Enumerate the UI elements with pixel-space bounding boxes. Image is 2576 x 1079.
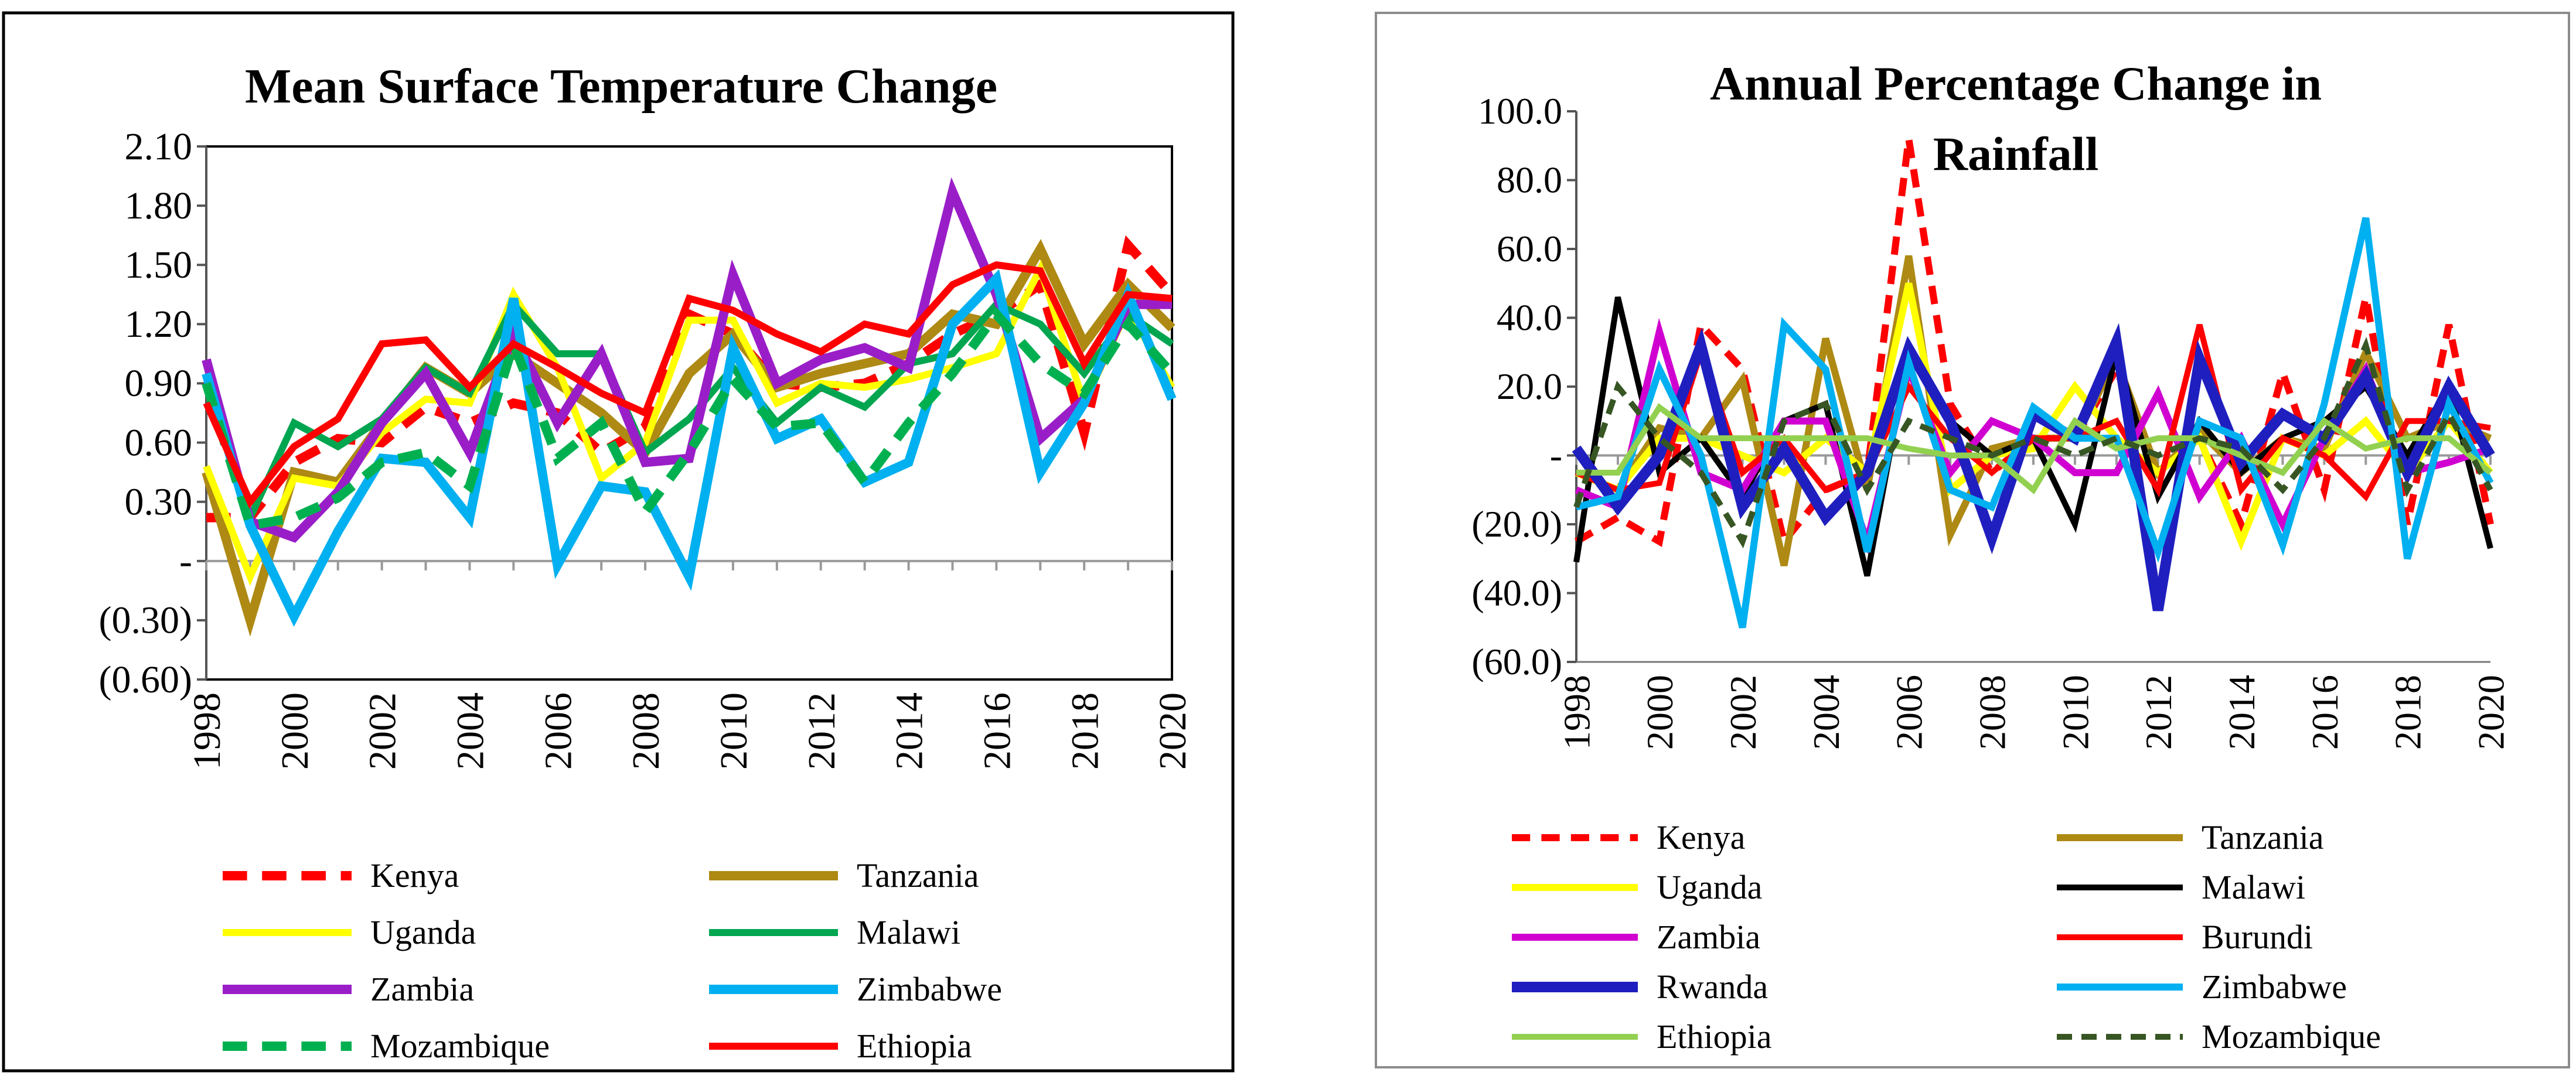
legend-label-tanzania: Tanzania [857,856,979,894]
temperature-chart-panel: Mean Surface Temperature Change 2.10 1.80 1… [0,0,1242,1079]
x-tick-label: 2002 [362,692,404,770]
x-tick-label: 2010 [2054,675,2096,750]
x-tick-label: 2020 [1151,692,1194,770]
legend-label-zimbabwe: Zimbabwe [2202,968,2347,1006]
rainfall-chart-panel: Annual Percentage Change in Rainfall 100.0… [1371,0,2576,1079]
x-tick-label: 2018 [2387,675,2429,750]
legend-label-mozambique: Mozambique [370,1027,550,1065]
x-tick-label: 2016 [2304,675,2346,750]
legend-label-zambia: Zambia [1657,918,1760,956]
x-tick-label: 2020 [2470,675,2512,750]
y-tick-label: 100.0 [1478,90,1562,132]
chart-frame [2,11,1235,1073]
legend-label-ethiopia: Ethiopia [857,1027,972,1065]
y-tick-label: - [1550,435,1562,476]
series-line-zimbabwe [202,269,1177,627]
y-tick-label: 0.90 [125,362,193,405]
y-tick-label: 80.0 [1497,159,1562,201]
legend-label-mozambique: Mozambique [2202,1017,2381,1056]
y-tick-label: 0.30 [125,480,193,523]
x-tick-label: 2016 [976,692,1018,770]
y-tick-label: 1.80 [125,185,193,227]
rainfall-chart: Annual Percentage Change in Rainfall 100.0… [1375,12,2570,1068]
y-tick-label: (60.0) [1471,641,1562,682]
legend-label-zambia: Zambia [370,970,474,1008]
x-tick-label: 2000 [1639,675,1681,750]
x-tick-label: 2006 [1889,675,1930,750]
x-tick-label: 1998 [1556,675,1597,750]
legend-label-rwanda: Rwanda [1657,968,1768,1006]
x-tick-label: 2012 [2138,675,2179,750]
temperature-chart: Mean Surface Temperature Change 2.10 1.80 1… [2,11,1235,1073]
x-tick-label: 2004 [1805,675,1847,750]
series-line-ethiopia [1576,403,2493,494]
y-tick-label: 20.0 [1497,366,1562,407]
legend-label-uganda: Uganda [370,913,476,951]
legend-label-kenya: Kenya [370,856,459,894]
y-tick-label: (20.0) [1471,503,1562,545]
y-tick-label: - [179,540,192,583]
chart-frame [1375,12,2570,1068]
series-line-malawi [203,298,1174,527]
legend-label-malawi: Malawi [857,913,960,951]
y-tick-label: (0.60) [99,658,192,701]
x-tick-label: 2000 [274,692,316,770]
y-tick-label: (0.30) [99,599,192,642]
y-tick-label: 40.0 [1497,297,1562,339]
y-tick-label: 1.20 [125,303,193,346]
y-tick-label: 60.0 [1497,228,1562,269]
chart-title: Annual Percentage Change in [1710,57,2322,110]
legend-label-burundi: Burundi [2202,918,2313,956]
x-tick-label: 2008 [625,692,667,770]
x-tick-label: 2002 [1722,675,1764,750]
x-tick-label: 2010 [713,692,755,770]
x-tick-label: 1998 [186,692,229,770]
x-tick-label: 2018 [1064,692,1106,770]
y-tick-label: 0.60 [125,421,193,464]
chart-title: Mean Surface Temperature Change [245,59,997,114]
legend-label-kenya: Kenya [1657,818,1745,856]
legend-label-zimbabwe: Zimbabwe [857,970,1002,1008]
series-line-mozambique [202,306,1175,531]
x-tick-label: 2008 [1971,675,2013,750]
y-tick-label: 2.10 [125,125,193,168]
x-tick-label: 2006 [537,692,580,770]
chart-title: Rainfall [1933,127,2098,180]
x-tick-label: 2004 [449,692,492,770]
series-line-zimbabwe [1575,217,2494,629]
legend-label-ethiopia: Ethiopia [1657,1017,1772,1056]
legend-label-uganda: Uganda [1657,868,1762,906]
x-tick-label: 2012 [800,692,843,770]
y-tick-label: 1.50 [125,244,193,286]
series-line-mozambique [1573,336,2493,549]
legend-label-malawi: Malawi [2202,868,2305,906]
x-tick-label: 2014 [888,692,931,770]
x-tick-label: 2014 [2221,675,2262,750]
y-tick-label: (40.0) [1471,572,1562,614]
series-line-ethiopia [203,261,1173,509]
legend-label-tanzania: Tanzania [2202,818,2323,856]
